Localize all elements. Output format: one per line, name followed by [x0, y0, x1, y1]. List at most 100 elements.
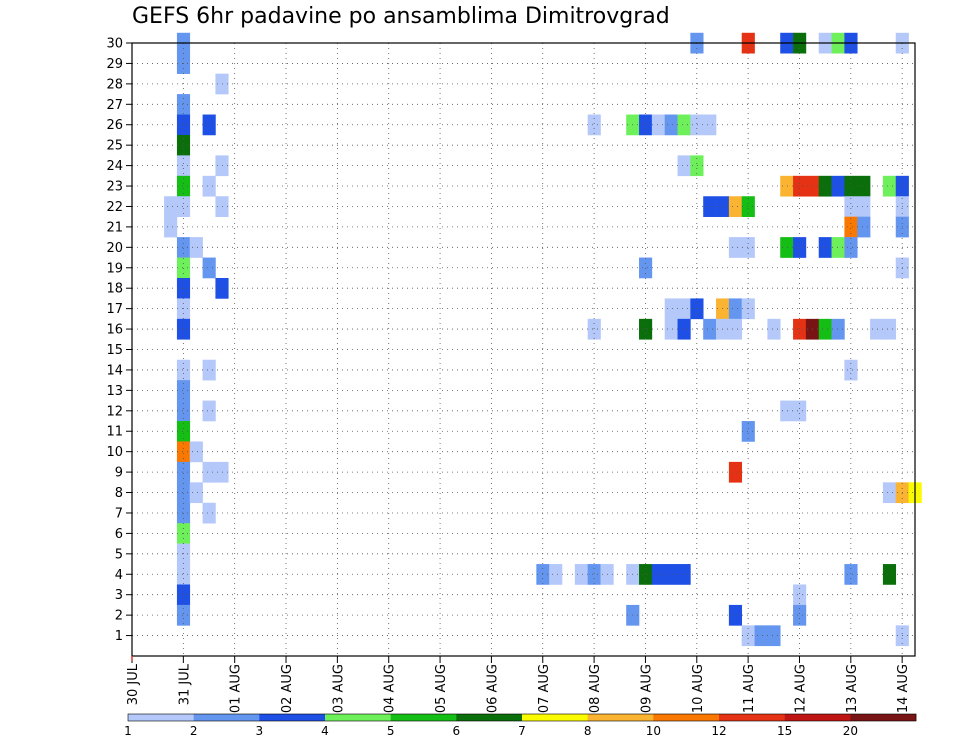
x-tick-label: 08 AUG — [588, 664, 603, 713]
precip-cell — [639, 257, 653, 279]
precip-cell — [882, 482, 897, 504]
precip-cell — [780, 175, 794, 197]
precip-cell — [176, 94, 191, 115]
precip-cell — [793, 400, 807, 422]
x-tick-label: 13 AUG — [845, 664, 860, 713]
y-tick-label: 15 — [106, 343, 123, 358]
precip-cell — [176, 564, 191, 585]
colorbar-label: 8 — [584, 724, 592, 738]
colorbar-swatch — [587, 714, 654, 721]
precip-cell — [767, 625, 781, 647]
y-tick-label: 26 — [106, 118, 123, 133]
y-tick-label: 2 — [115, 609, 123, 624]
colorbar-label: 1 — [124, 724, 132, 738]
colorbar-swatch — [653, 714, 720, 721]
x-tick-label: 01 AUG — [229, 664, 244, 713]
y-tick-label: 16 — [106, 323, 123, 338]
precip-cell — [780, 237, 794, 258]
precip-cell — [549, 564, 563, 585]
precip-cell — [728, 298, 743, 320]
y-tick-label: 19 — [106, 261, 123, 276]
y-tick-label: 24 — [106, 159, 123, 174]
precip-cell — [176, 380, 191, 401]
precip-cell — [176, 257, 191, 279]
precip-cell — [677, 114, 691, 136]
precip-cell — [844, 175, 858, 197]
precip-cell — [741, 625, 755, 647]
colorbar-swatch — [259, 714, 326, 721]
y-tick-label: 13 — [106, 384, 123, 399]
chart-title: GEFS 6hr padavine po ansamblima Dimitrov… — [132, 4, 670, 29]
precip-cell — [176, 400, 191, 422]
precip-cell — [728, 196, 743, 217]
x-tick-label: 04 AUG — [383, 664, 398, 713]
precip-cell — [793, 604, 807, 626]
precip-cell — [870, 318, 884, 340]
precip-cell — [202, 175, 216, 197]
precip-cell — [176, 461, 191, 483]
y-tick-label: 17 — [106, 302, 123, 317]
x-axis: 30 JUL 31 JUL 01 AUG 02 AUG 03 AUG 04 AUG 05 A… — [126, 656, 911, 713]
x-tick-label: 12 AUG — [793, 664, 808, 713]
y-tick-label: 28 — [106, 77, 123, 92]
colorbar-swatch — [325, 714, 391, 721]
precip-cell — [728, 318, 743, 340]
precip-cell — [176, 421, 191, 442]
precip-cell — [202, 114, 216, 136]
y-tick-label: 11 — [106, 425, 123, 440]
y-tick-label: 3 — [115, 588, 123, 603]
colorbar-swatch — [522, 714, 588, 721]
precip-cell — [703, 318, 717, 340]
x-tick-label: 07 AUG — [537, 664, 552, 713]
precip-cell — [741, 237, 755, 258]
precip-cell — [639, 318, 653, 340]
colorbar-label: 2 — [190, 724, 198, 738]
heatmap-cells — [164, 32, 922, 647]
precip-cell — [767, 318, 781, 340]
colorbar-swatch — [784, 714, 851, 721]
precip-cell — [818, 237, 832, 258]
y-tick-label: 10 — [106, 445, 123, 460]
precip-cell — [844, 359, 858, 381]
y-tick-label: 21 — [106, 220, 123, 235]
precip-cell — [189, 441, 203, 463]
y-tick-label: 9 — [115, 466, 123, 481]
precip-cell — [639, 564, 653, 585]
y-tick-label: 7 — [115, 506, 123, 521]
precip-cell — [176, 584, 191, 606]
x-tick-label: 02 AUG — [280, 664, 295, 713]
precip-cell — [664, 298, 678, 320]
precip-cell — [690, 155, 704, 177]
precip-cell — [189, 482, 203, 504]
y-tick-label: 1 — [115, 629, 123, 644]
precip-cell — [793, 584, 807, 606]
precip-cell — [831, 237, 845, 258]
precip-cell — [176, 359, 191, 381]
precip-cell — [831, 175, 845, 197]
precip-cell — [844, 196, 858, 217]
colorbar-label: 20 — [843, 724, 858, 738]
precip-cell — [639, 114, 653, 136]
colorbar-label: 7 — [518, 724, 526, 738]
precip-cell — [703, 196, 717, 217]
colorbar-label: 10 — [646, 724, 661, 738]
precip-cell — [844, 216, 858, 238]
y-tick-label: 5 — [115, 547, 123, 562]
colorbar-label: 4 — [321, 724, 329, 738]
grid-lines — [132, 42, 915, 656]
precip-cell — [818, 318, 832, 340]
precip-cell — [176, 134, 191, 156]
precip-cell — [882, 175, 897, 197]
x-tick-label: 06 AUG — [485, 664, 500, 713]
precip-cell — [176, 237, 191, 258]
colorbar-swatch — [719, 714, 785, 721]
precip-cell — [728, 237, 743, 258]
x-tick-label: 09 AUG — [639, 664, 654, 713]
precip-cell — [651, 564, 665, 585]
precip-cell — [703, 114, 717, 136]
precip-cell — [176, 441, 191, 463]
precip-cell — [677, 564, 691, 585]
y-tick-label: 4 — [115, 568, 123, 583]
colorbar-label: 6 — [453, 724, 461, 738]
x-tick-label: 11 AUG — [742, 664, 757, 713]
